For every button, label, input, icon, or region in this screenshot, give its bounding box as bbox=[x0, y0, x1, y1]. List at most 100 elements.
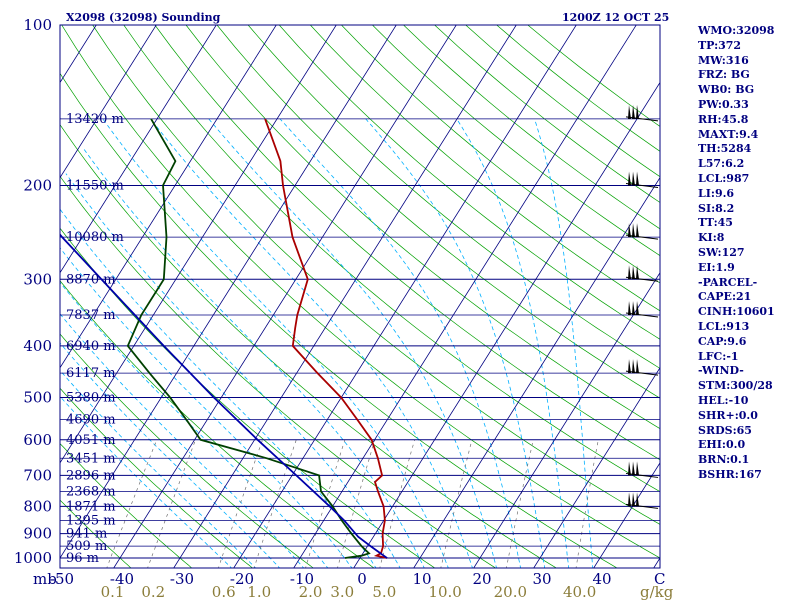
height-label: 4051 m bbox=[66, 433, 116, 448]
mixing-ratio-line bbox=[147, 439, 196, 568]
index-value: PW:0.33 bbox=[698, 97, 749, 111]
temperature-tick-label: 10 bbox=[412, 570, 431, 588]
moist-adiabat bbox=[60, 395, 233, 568]
wind-barb-pennant bbox=[628, 104, 631, 119]
isotherm bbox=[113, 25, 457, 568]
temperature-tick-label: 20 bbox=[472, 570, 491, 588]
height-label: 941 m bbox=[66, 527, 107, 542]
height-label: 5380 m bbox=[66, 391, 116, 406]
index-value: TH:5284 bbox=[698, 142, 752, 156]
pressure-axis: 100 200 300 400 500 600 700 800 900 1000 bbox=[14, 16, 52, 567]
wind-barb-staff bbox=[625, 182, 659, 188]
dry-adiabat bbox=[216, 25, 660, 399]
wind-barb-pennant bbox=[628, 171, 631, 186]
height-label: 2896 m bbox=[66, 468, 116, 483]
wind-barb-pennant bbox=[632, 265, 635, 280]
temperature-tick-label: 0 bbox=[357, 570, 367, 588]
moist-adiabat bbox=[60, 281, 329, 568]
isotherm bbox=[473, 271, 660, 568]
dry-adiabat bbox=[60, 124, 557, 568]
wind-barb-pennant bbox=[628, 223, 631, 238]
mixing-ratio-line bbox=[218, 439, 263, 568]
height-label: 2368 m bbox=[66, 484, 116, 499]
wind-barb bbox=[625, 461, 659, 478]
wind-barb-staff bbox=[625, 116, 659, 122]
wind-barb-pennant bbox=[632, 171, 635, 186]
wind-barb-pennant bbox=[636, 104, 639, 119]
index-value: HEL:-10 bbox=[698, 393, 749, 407]
index-value: TT:45 bbox=[698, 216, 733, 230]
dry-adiabat bbox=[310, 25, 660, 312]
index-value: LFC:-1 bbox=[698, 349, 739, 363]
index-value: KI:8 bbox=[698, 231, 725, 245]
temperature-tick-label: 30 bbox=[532, 570, 551, 588]
wind-barb bbox=[625, 359, 659, 376]
isotherm bbox=[173, 25, 517, 568]
wind-barb-pennant bbox=[628, 461, 631, 476]
isotherm bbox=[293, 25, 637, 568]
index-value: CAPE:21 bbox=[698, 290, 752, 304]
isotherm bbox=[233, 25, 577, 568]
mixing-ratio-tick-label: 0.6 bbox=[212, 583, 236, 600]
wind-barb-pennant bbox=[636, 171, 639, 186]
height-label: 10080 m bbox=[66, 230, 124, 245]
dry-adiabat bbox=[60, 387, 254, 568]
height-label: 96 m bbox=[66, 551, 99, 566]
moist-adiabat bbox=[82, 147, 425, 568]
wind-barb-pennant bbox=[636, 223, 639, 238]
temperature-tick-label: -10 bbox=[290, 570, 314, 588]
dry-adiabat bbox=[247, 25, 660, 369]
wind-barb-pennant bbox=[632, 359, 635, 374]
index-value: LCL:987 bbox=[698, 171, 750, 185]
isotherm bbox=[60, 25, 337, 464]
temperature-tick-label: -30 bbox=[170, 570, 194, 588]
sounding-indices-panel: WMO:32098 TP:372 MW:316 FRZ: BG WB0: BG PW:0.… bbox=[698, 24, 775, 483]
mixing-ratio-tick-label: 10.0 bbox=[428, 583, 461, 600]
index-value: L57:6.2 bbox=[698, 157, 745, 171]
dry-adiabat bbox=[61, 25, 660, 559]
wind-barb-pennant bbox=[636, 359, 639, 374]
wind-barb-pennant bbox=[636, 461, 639, 476]
wind-barb bbox=[625, 171, 659, 188]
height-label: 6117 m bbox=[66, 366, 116, 381]
wind-barb-staff bbox=[625, 503, 659, 509]
wind-barb bbox=[625, 223, 659, 240]
index-value: SI:8.2 bbox=[698, 201, 735, 215]
parcel-trace bbox=[60, 233, 388, 559]
wind-barb-pennant bbox=[628, 492, 631, 507]
index-value: SHR+:0.0 bbox=[698, 408, 758, 422]
temperature-trace bbox=[264, 118, 388, 559]
wind-barb-pennant bbox=[628, 265, 631, 280]
pressure-tick-label: 600 bbox=[23, 431, 52, 449]
pressure-tick-label: 300 bbox=[23, 270, 52, 288]
pressure-tick-label: 400 bbox=[23, 337, 52, 355]
isotherm bbox=[413, 176, 660, 568]
index-value: BSHR:167 bbox=[698, 467, 762, 481]
pressure-tick-label: 800 bbox=[23, 497, 52, 515]
mixing-ratio-line bbox=[440, 439, 473, 568]
isotherm bbox=[60, 25, 397, 559]
mixing-ratio-line bbox=[505, 439, 534, 568]
mixing-ratio-unit-label: g/kg bbox=[640, 583, 674, 600]
dry-adiabat bbox=[185, 25, 660, 430]
height-label: 509 m bbox=[66, 539, 107, 554]
temperature-axis: mb-50 -40 -30 -20 -10 0 10 20 30 40 C bbox=[33, 570, 665, 588]
dry-adiabat bbox=[372, 25, 660, 257]
wind-barb bbox=[625, 265, 659, 282]
wind-barb-pennant bbox=[628, 300, 631, 315]
index-value: RH:45.8 bbox=[698, 112, 749, 126]
mixing-ratio-tick-label: 0.1 bbox=[101, 583, 125, 600]
wind-barb-pennant bbox=[632, 223, 635, 238]
mixing-ratio-tick-label: 3.0 bbox=[330, 583, 354, 600]
pressure-tick-label: 1000 bbox=[14, 549, 52, 567]
index-value: FRZ: BG bbox=[698, 68, 750, 82]
index-value: CINH:10601 bbox=[698, 305, 775, 319]
isotherm bbox=[60, 25, 277, 369]
wind-barb-staff bbox=[625, 472, 659, 478]
dry-adiabat bbox=[60, 175, 497, 568]
index-value: EHI:0.0 bbox=[698, 438, 746, 452]
isotherm bbox=[533, 367, 660, 568]
wind-barb-column bbox=[625, 104, 659, 509]
height-label: 1395 m bbox=[66, 513, 116, 528]
dry-adiabat bbox=[60, 443, 193, 568]
